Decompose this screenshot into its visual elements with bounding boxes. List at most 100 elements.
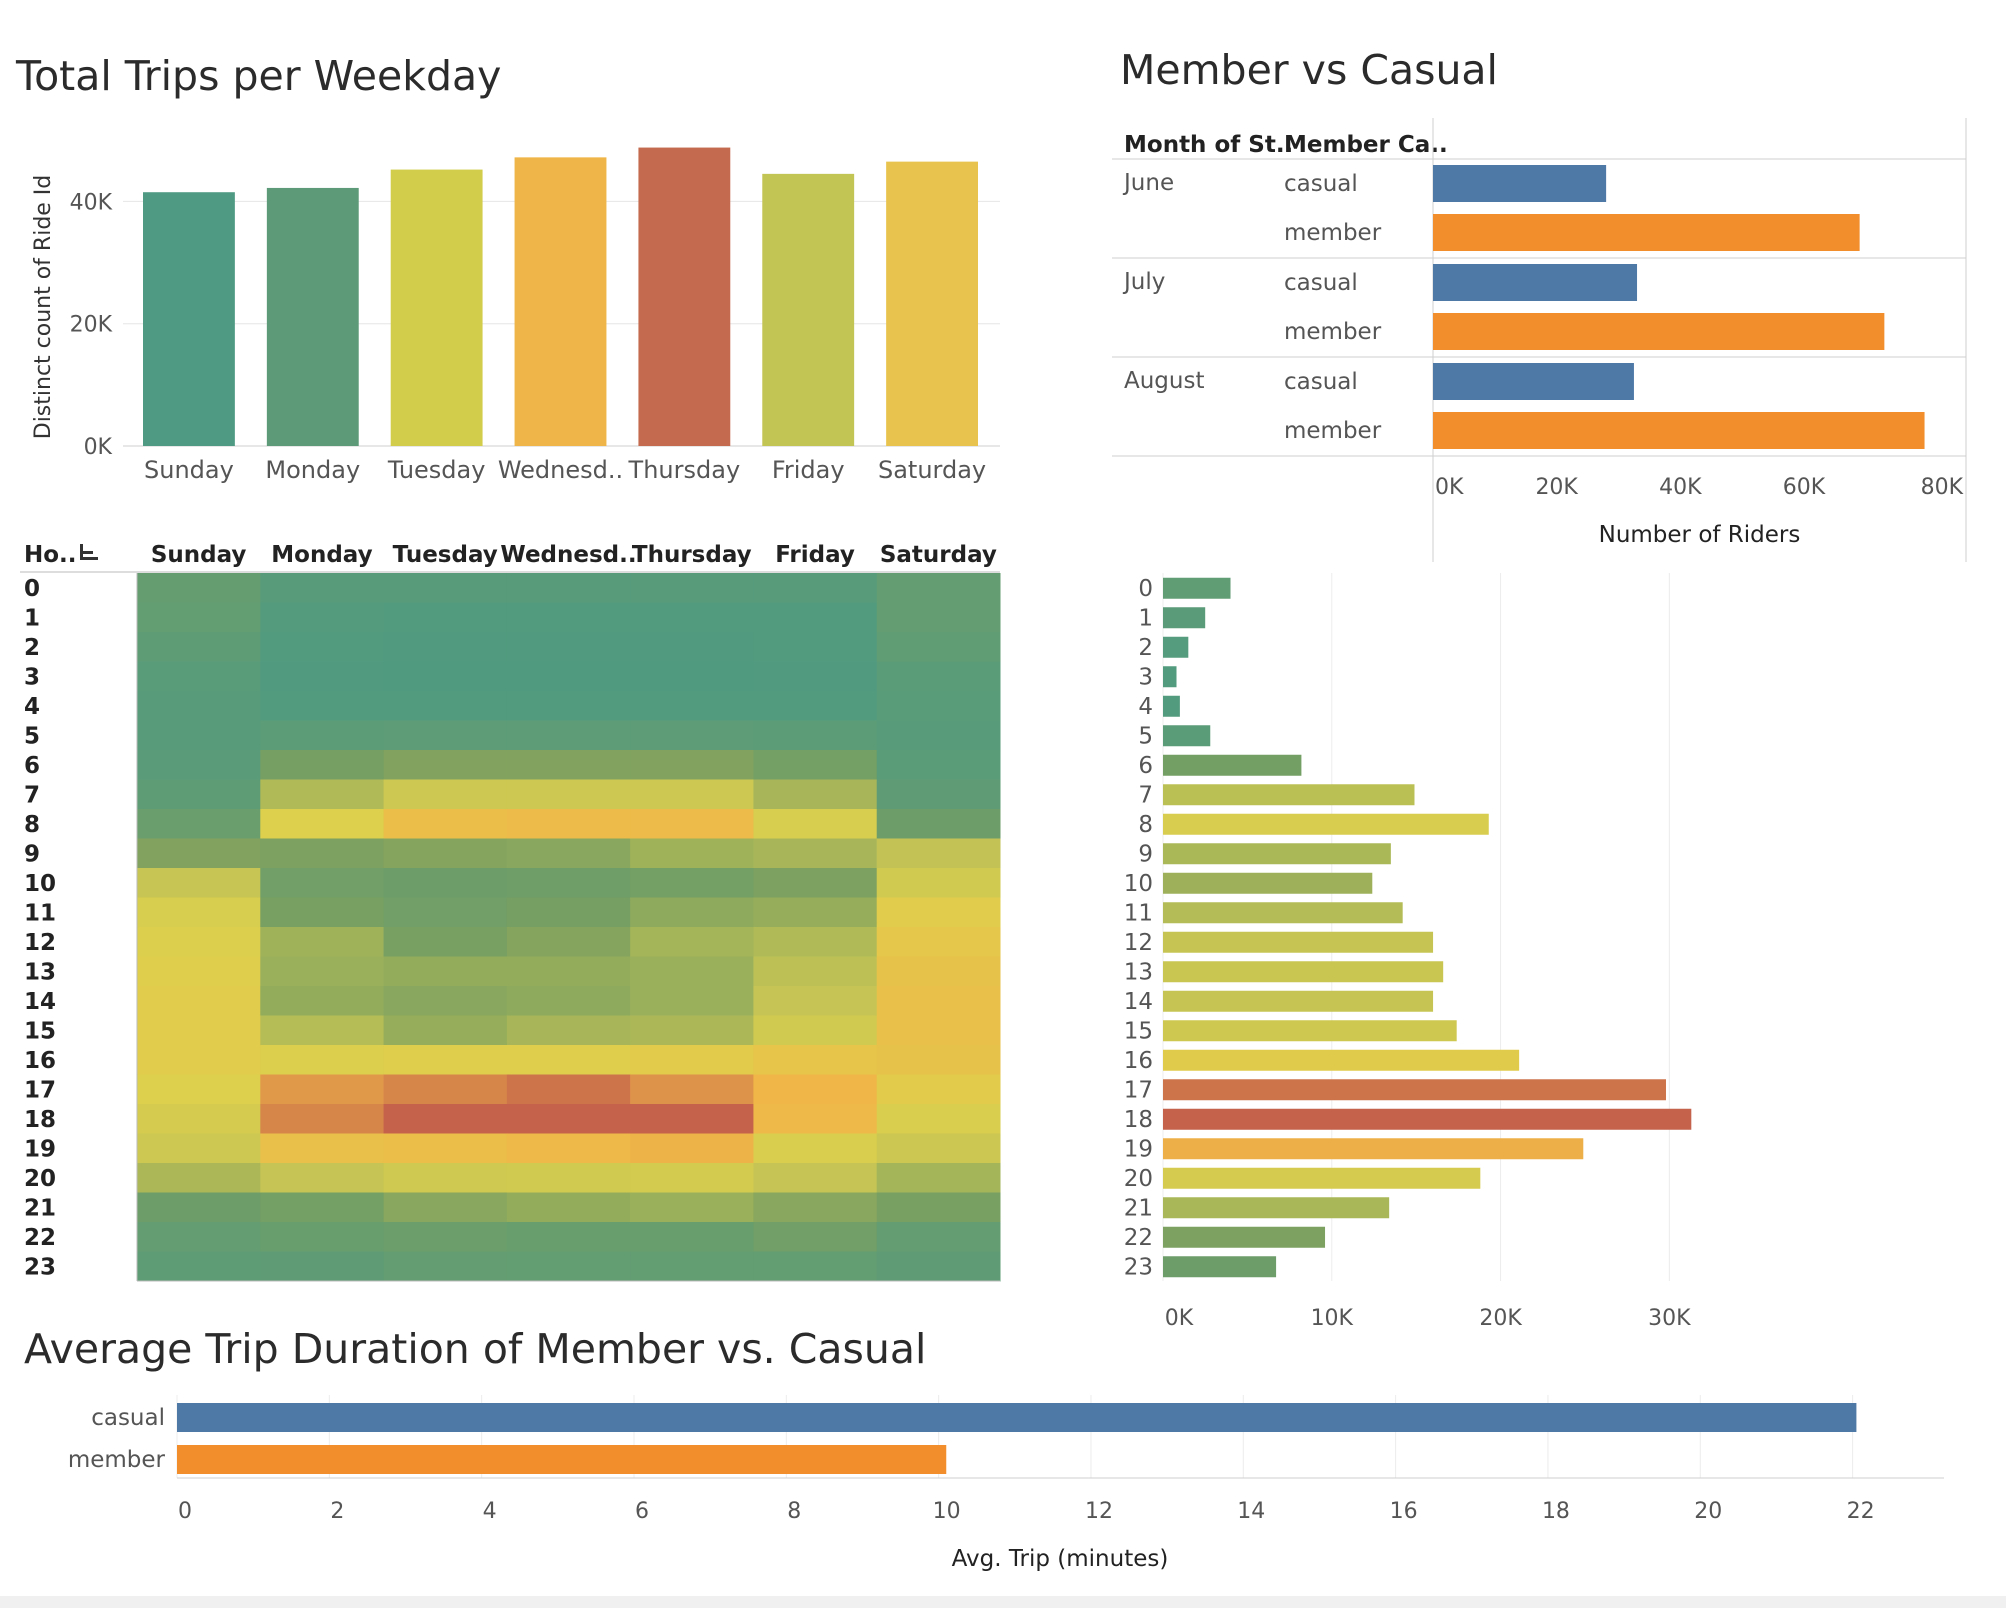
heatmap-cell [383, 1045, 508, 1075]
member-x-axis-label: Number of Riders [1599, 522, 1801, 548]
heatmap-cell [383, 720, 508, 751]
heatmap-row-label: 9 [24, 841, 40, 867]
table-month-label: July [1122, 269, 1165, 295]
heatmap-cell [753, 750, 878, 780]
heatmap-cell [383, 1192, 508, 1223]
heatmap-cell [753, 661, 878, 692]
sort-icon-bar [80, 551, 93, 554]
weekday-bar [514, 157, 607, 446]
heatmap-cell [506, 1104, 631, 1134]
weekday-bar [266, 187, 359, 446]
heatmap-cell [630, 1192, 754, 1223]
heatmap-cell [753, 691, 878, 721]
heatmap-cell [137, 809, 261, 839]
heatmap-cell [630, 720, 754, 751]
heatmap-row-label: 22 [24, 1225, 56, 1251]
duration-x-tick-label: 8 [787, 1499, 801, 1524]
duration-x-tick-label: 12 [1085, 1499, 1113, 1524]
heatmap-cell [137, 927, 261, 957]
member-casual-chart-title: Member vs Casual [1120, 46, 1498, 94]
heatmap-cell [876, 809, 1001, 839]
hourly-y-tick-label: 21 [1124, 1195, 1153, 1221]
heatmap-cell [506, 720, 631, 751]
hourly-y-tick-label: 23 [1124, 1254, 1153, 1280]
table-member-type-label: member [1284, 418, 1382, 444]
hourly-bar [1163, 695, 1180, 717]
heatmap-column-label: Wednesd.. [500, 542, 636, 568]
heatmap-cell [260, 779, 385, 810]
heatmap-cell [506, 661, 631, 692]
heatmap-row-label: 3 [24, 664, 40, 690]
heatmap-row-label: 7 [24, 782, 40, 808]
heatmap-cell [137, 1222, 261, 1252]
heatmap-cell [506, 1222, 631, 1252]
heatmap-cell [137, 573, 261, 603]
heatmap-cell [753, 927, 878, 957]
heatmap-cell [753, 1133, 878, 1164]
hourly-bar [1163, 577, 1231, 599]
heatmap-cell [876, 602, 1001, 633]
heatmap-cell [876, 573, 1001, 603]
heatmap-row-label: 11 [24, 900, 56, 926]
heatmap-cell [506, 1015, 631, 1046]
heatmap-cell [506, 632, 631, 662]
weekday-bar [143, 192, 235, 446]
duration-x-tick-label: 18 [1542, 1499, 1570, 1524]
avg-duration-chart-title: Average Trip Duration of Member vs. Casu… [24, 1325, 927, 1373]
duration-x-tick-label: 20 [1694, 1499, 1722, 1524]
heatmap-cell [753, 868, 878, 898]
heatmap-cell [506, 897, 631, 928]
heatmap-cell [383, 1104, 508, 1134]
heatmap-cell [137, 1251, 261, 1282]
heatmap-row-label: 19 [24, 1136, 56, 1162]
heatmap-cell [876, 691, 1001, 721]
heatmap-cell [630, 1251, 754, 1282]
hourly-y-tick-label: 18 [1124, 1107, 1153, 1133]
heatmap-cell [260, 1015, 385, 1046]
heatmap-row-label: 21 [24, 1195, 56, 1221]
heatmap-cell [630, 956, 754, 987]
hourly-y-tick-label: 14 [1124, 989, 1153, 1015]
heatmap-cell [383, 691, 508, 721]
table-member-type-label: member [1284, 319, 1382, 345]
hourly-y-tick-label: 2 [1138, 635, 1153, 661]
heatmap-cell [260, 1163, 385, 1193]
heatmap-cell [876, 661, 1001, 692]
hourly-bar [1163, 754, 1302, 776]
hourly-y-tick-label: 6 [1138, 753, 1153, 779]
heatmap-row-label: 13 [24, 959, 56, 985]
heatmap-cell [260, 956, 385, 987]
weekday-y-tick-label: 0K [84, 435, 113, 460]
heatmap-column-label: Sunday [151, 542, 247, 568]
table-header-month: Month of St.. [1124, 132, 1293, 158]
heatmap-cell [260, 1045, 385, 1075]
heatmap-cell [630, 1133, 754, 1164]
duration-y-tick-label: member [68, 1447, 166, 1473]
heatmap-column-label: Saturday [880, 542, 997, 568]
heatmap-cell [753, 632, 878, 662]
heatmap-row-header: Ho.. [24, 542, 77, 568]
heatmap-cell [630, 661, 754, 692]
heatmap-cell [383, 573, 508, 603]
heatmap-cell [630, 1222, 754, 1252]
hourly-y-tick-label: 1 [1138, 605, 1153, 631]
heatmap-row-label: 20 [24, 1166, 56, 1192]
heatmap-cell [383, 1163, 508, 1193]
hourly-bar [1163, 843, 1391, 865]
heatmap-cell [383, 632, 508, 662]
member-casual-bar [1433, 363, 1634, 400]
heatmap-cell [876, 720, 1001, 751]
member-x-tick-label: 60K [1783, 475, 1826, 500]
hourly-bar [1163, 784, 1415, 806]
member-casual-bar [1433, 264, 1638, 301]
heatmap-row-label: 14 [24, 989, 56, 1015]
heatmap-column-label: Thursday [632, 542, 752, 568]
heatmap-cell [753, 1104, 878, 1134]
heatmap-column-label: Friday [775, 542, 855, 568]
hourly-bar [1163, 990, 1434, 1012]
table-header-member-type: Member Ca.. [1284, 132, 1448, 158]
hourly-bar [1163, 872, 1373, 894]
heatmap-cell [383, 1133, 508, 1164]
hourly-y-tick-label: 7 [1138, 782, 1153, 808]
